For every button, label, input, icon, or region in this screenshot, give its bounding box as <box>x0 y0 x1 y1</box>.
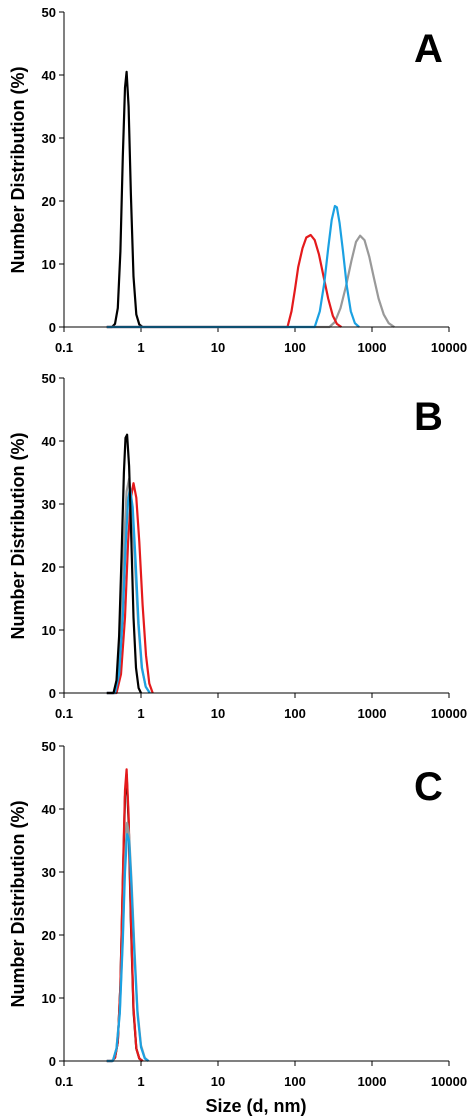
y-tick-label-a-4: 40 <box>42 68 56 83</box>
axes-c <box>63 746 449 1062</box>
y-tick-label-c-0: 0 <box>49 1054 56 1069</box>
series-line-c-2 <box>106 821 150 1063</box>
series-line-c-3 <box>106 833 150 1063</box>
x-tick-label-c-5: 10000 <box>431 1074 467 1089</box>
y-axis-title-c: Number Distribution (%) <box>8 801 28 1008</box>
x-tick-label-a-2: 10 <box>211 340 225 355</box>
axes-b <box>63 378 449 694</box>
x-tick-label-b-2: 10 <box>211 706 225 721</box>
axes-a <box>63 12 449 328</box>
y-tick-label-a-5: 50 <box>42 5 56 20</box>
x-tick-label-a-4: 1000 <box>358 340 387 355</box>
y-tick-label-a-3: 30 <box>42 131 56 146</box>
x-tick-label-a-0: 0.1 <box>55 340 73 355</box>
axis-ticks-a: 0 10 20 30 40 50 0.1 1 10 100 1000 10000 <box>42 5 468 355</box>
y-tick-label-b-5: 50 <box>42 371 56 386</box>
x-tick-label-b-1: 1 <box>137 706 144 721</box>
y-tick-label-b-4: 40 <box>42 434 56 449</box>
y-tick-label-a-0: 0 <box>49 320 56 335</box>
y-tick-label-b-0: 0 <box>49 686 56 701</box>
axis-ticks-c: 0 10 20 30 40 50 0.1 1 10 100 1000 10000 <box>42 739 468 1089</box>
y-tick-label-c-1: 10 <box>42 991 56 1006</box>
series-group-c <box>106 768 150 1063</box>
y-tick-label-b-1: 10 <box>42 623 56 638</box>
y-axis-title-b: Number Distribution (%) <box>8 433 28 640</box>
panel-letter-a: A <box>414 27 443 71</box>
y-tick-label-a-1: 10 <box>42 257 56 272</box>
x-tick-label-c-4: 1000 <box>358 1074 387 1089</box>
series-group-a <box>106 70 395 329</box>
series-line-b-2 <box>106 487 151 695</box>
x-tick-label-c-3: 100 <box>284 1074 306 1089</box>
x-axis-title: Size (d, nm) <box>205 1096 306 1116</box>
chart-panel-b: B 0 10 20 30 40 50 0.1 1 10 100 1000 10000 Number D… <box>8 371 467 721</box>
x-tick-label-c-0: 0.1 <box>55 1074 73 1089</box>
series-group-b <box>106 433 154 695</box>
y-tick-label-c-5: 50 <box>42 739 56 754</box>
y-axis-title-a: Number Distribution (%) <box>8 67 28 274</box>
y-tick-label-b-3: 30 <box>42 497 56 512</box>
y-tick-label-c-2: 20 <box>42 928 56 943</box>
series-line-b-0 <box>106 482 154 695</box>
x-tick-label-b-4: 1000 <box>358 706 387 721</box>
series-line-a-3 <box>106 204 360 329</box>
x-tick-label-a-3: 100 <box>284 340 306 355</box>
chart-panel-a: A 0 10 20 30 40 50 0.1 1 10 100 1000 10000 Number D… <box>8 5 467 355</box>
y-tick-label-a-2: 20 <box>42 194 56 209</box>
x-tick-label-c-1: 1 <box>137 1074 144 1089</box>
x-tick-label-b-0: 0.1 <box>55 706 73 721</box>
series-line-b-3 <box>106 433 142 695</box>
panel-letter-c: C <box>414 765 443 809</box>
x-tick-label-b-5: 10000 <box>431 706 467 721</box>
series-line-a-1 <box>106 234 395 329</box>
chart-panel-c: C 0 10 20 30 40 50 0.1 1 10 100 1000 10000 Number D… <box>8 739 467 1089</box>
y-tick-label-c-4: 40 <box>42 802 56 817</box>
x-tick-label-a-1: 1 <box>137 340 144 355</box>
x-tick-label-b-3: 100 <box>284 706 306 721</box>
y-tick-label-c-3: 30 <box>42 865 56 880</box>
x-tick-label-a-5: 10000 <box>431 340 467 355</box>
axis-ticks-b: 0 10 20 30 40 50 0.1 1 10 100 1000 10000 <box>42 371 468 721</box>
panel-letter-b: B <box>414 395 443 439</box>
x-tick-label-c-2: 10 <box>211 1074 225 1089</box>
series-line-a-2 <box>106 233 343 329</box>
y-tick-label-b-2: 20 <box>42 560 56 575</box>
series-line-a-0 <box>106 70 144 329</box>
